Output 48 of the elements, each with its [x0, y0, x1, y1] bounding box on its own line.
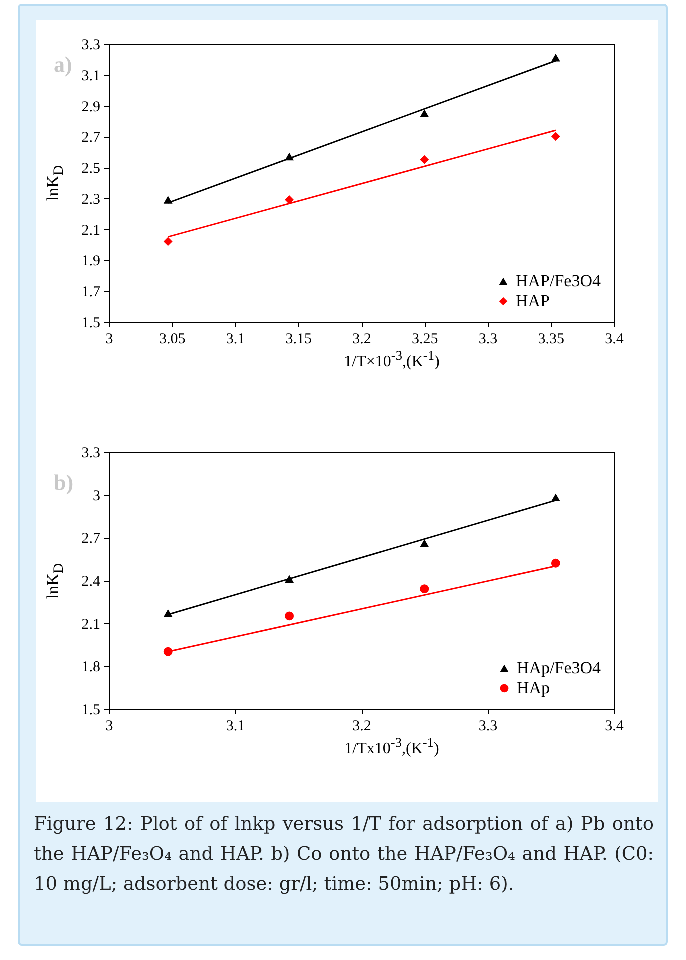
point — [285, 196, 294, 204]
y-tick-label: 1.5 — [82, 702, 100, 718]
y-tick-label: 1.8 — [82, 660, 100, 676]
point — [420, 155, 430, 164]
point — [420, 110, 430, 118]
y-tick-label: 2.5 — [82, 161, 100, 178]
y-tick-label: 2.1 — [82, 222, 100, 239]
y-tick-label: 2.7 — [82, 130, 101, 146]
point — [285, 612, 294, 621]
point — [551, 54, 560, 62]
point — [420, 584, 430, 594]
y-tick-label: 2.3 — [82, 192, 100, 208]
y-tick-label: 2.1 — [82, 616, 100, 633]
point — [551, 132, 560, 142]
y-tick-label: 1.9 — [82, 254, 100, 270]
legend-label: HAP/Fe3O4 — [516, 272, 602, 290]
point — [420, 540, 430, 548]
y-tick-label: 2.7 — [82, 531, 101, 548]
y-tick-label: 3 — [93, 488, 100, 504]
x-tick-label: 3.1 — [226, 718, 246, 734]
y-tick-label: 2.4 — [82, 574, 101, 590]
x-tick-label: 3.2 — [352, 718, 372, 734]
x-tick-label: 3 — [106, 332, 114, 348]
caption: Figure 12: Plot of of lnkp versus 1/T for adsorption of a) Pb onto the HAP/Fe₃O₄ and HAP. b) Co onto the HAP/Fe₃O₄ and HAP. (C0: 10 mg/L; adsorbent dose: gr/l; time: 50min; pH: 6). — [34, 813, 654, 897]
y-tick-label: 3.3 — [82, 446, 100, 462]
y-tick-label: 3.1 — [82, 68, 100, 84]
x-tick-label: 3.1 — [226, 332, 246, 348]
x-tick-label: 3.15 — [286, 332, 312, 348]
legend-label: HAp/Fe3O4 — [517, 658, 602, 678]
legend-label: HAP — [516, 292, 550, 310]
x-tick-label: 3.4 — [605, 718, 624, 734]
y-tick-label: 1.5 — [82, 316, 100, 332]
x-axis-title: 1/Tx10$^{-3}$,(K$^{-1}$) — [344, 735, 440, 758]
point — [164, 237, 173, 246]
legend-label: HAp — [517, 678, 550, 698]
x-tick-label: 3.3 — [478, 718, 498, 734]
x-tick-label: 3.35 — [538, 332, 564, 348]
x-axis-title: 1/T×10$^{-3}$,(K$^{-1}$) — [343, 348, 441, 372]
point — [551, 558, 560, 568]
x-tick-label: 3.05 — [160, 332, 186, 348]
x-tick-label: 3 — [106, 718, 114, 734]
x-tick-label: 3.3 — [478, 332, 498, 348]
x-tick-label: 3.4 — [605, 332, 624, 348]
y-tick-label: 1.7 — [82, 284, 101, 301]
x-tick-label: 3.2 — [352, 332, 372, 348]
y-tick-label: 2.9 — [82, 99, 100, 116]
x-tick-label: 3.25 — [412, 332, 438, 348]
y-tick-label: 3.3 — [82, 38, 100, 54]
